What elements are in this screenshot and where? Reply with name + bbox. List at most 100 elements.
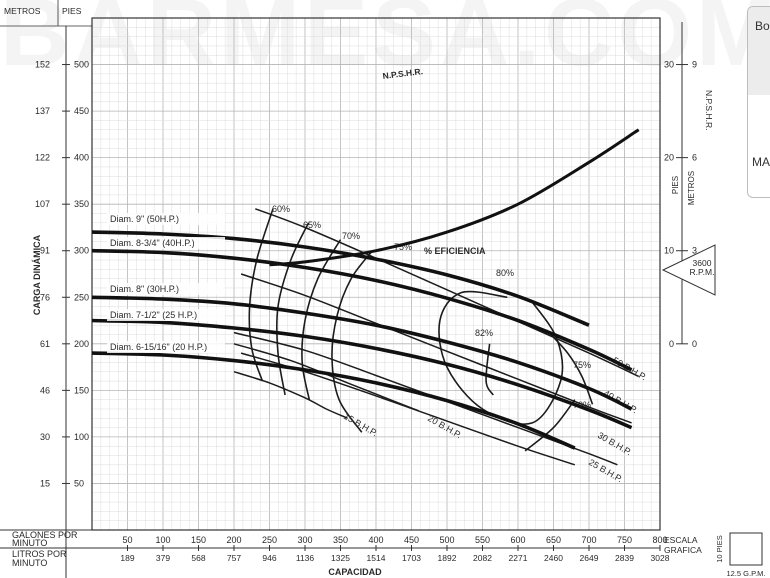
- x-tick-label-gpm: 200: [226, 535, 241, 545]
- bhp-line: [255, 208, 640, 378]
- x-tick-label-lpm: 2649: [580, 553, 599, 563]
- series-label: Diam. 8" (30H.P.): [110, 284, 179, 294]
- x-row-label-gpm-2: MINUTO: [12, 538, 47, 548]
- series-label-bg: [107, 309, 225, 321]
- npsh-tick-label-pies: 20: [664, 153, 674, 163]
- rpm-badge-value: 3600: [693, 258, 712, 268]
- y-tick-label-pies: 200: [74, 339, 89, 349]
- efficiency-contour: [545, 329, 594, 405]
- x-tick-label-lpm: 2839: [615, 553, 634, 563]
- series-label-bg: [107, 237, 225, 249]
- scale-label-2: GRAFICA: [664, 545, 702, 555]
- bhp-line: [240, 273, 632, 424]
- npsh-tick-label-metros: 0: [692, 339, 697, 349]
- x-tick-label-gpm: 600: [510, 535, 525, 545]
- x-tick-label-gpm: 50: [122, 535, 132, 545]
- head-curve: [91, 318, 633, 430]
- y-tick-label-pies: 450: [74, 106, 89, 116]
- x-tick-label-lpm: 2460: [544, 553, 563, 563]
- series-label: Diam. 6-15/16" (20 H.P.): [110, 342, 207, 352]
- x-tick-label-lpm: 2271: [509, 553, 528, 563]
- head-curve: [91, 230, 590, 327]
- y-tick-label-metros: 122: [35, 153, 50, 163]
- bhp-label: 15 B.H.P.: [342, 411, 379, 438]
- x-tick-label-lpm: 1892: [438, 553, 457, 563]
- bhp-label: 25 B.H.P.: [587, 457, 624, 484]
- head-curve: [91, 351, 576, 450]
- npsh-tick-label-metros: 9: [692, 60, 697, 70]
- x-tick-label-lpm: 1136: [296, 553, 315, 563]
- x-tick-label-gpm: 300: [297, 535, 312, 545]
- x-tick-label-lpm: 379: [156, 553, 170, 563]
- x-tick-label-gpm: 750: [617, 535, 632, 545]
- x-tick-label-gpm: 400: [368, 535, 383, 545]
- x-tick-label-lpm: 1325: [331, 553, 350, 563]
- x-row-label-lpm: LITROS POR: [12, 549, 67, 559]
- bhp-line: [233, 370, 348, 419]
- x-row-label-lpm-2: MINUTO: [12, 558, 47, 568]
- head-curve: [91, 248, 633, 372]
- x-tick-label-gpm: 450: [404, 535, 419, 545]
- x-tick-label-lpm: 757: [227, 553, 241, 563]
- y-tick-label-pies: 250: [74, 292, 89, 302]
- y-tick-label-pies: 500: [74, 60, 89, 70]
- x-tick-label-gpm: 550: [475, 535, 490, 545]
- x-tick-label-lpm: 946: [262, 553, 276, 563]
- scale-width-label: 12.5 G.P.M.: [726, 569, 765, 578]
- series-label-bg: [107, 213, 225, 225]
- y-tick-label-pies: 100: [74, 432, 89, 442]
- x-tick-label-gpm: 100: [155, 535, 170, 545]
- npsh-tick-label-metros: 3: [692, 246, 697, 256]
- npsh-curve: [269, 128, 640, 267]
- head-curve: [91, 295, 633, 411]
- x-tick-label-lpm: 2082: [473, 553, 492, 563]
- npsh-curve-label: N.P.S.H.R.: [382, 66, 423, 81]
- series-label-bg: [107, 341, 225, 353]
- x-tick-label-lpm: 189: [120, 553, 134, 563]
- efficiency-title: % EFICIENCIA: [424, 246, 486, 256]
- npsh-tick-label-pies: 10: [664, 246, 674, 256]
- y-tick-label-metros: 137: [35, 106, 50, 116]
- npsh-tick-label-pies: 30: [664, 60, 674, 70]
- side-card-head: Bo: [748, 7, 770, 95]
- efficiency-label: 75%: [573, 360, 591, 370]
- npsh-tick-label-metros: 6: [692, 153, 697, 163]
- x-tick-label-gpm: 800: [652, 535, 667, 545]
- npsh-tick-label-pies: 0: [669, 339, 674, 349]
- efficiency-contour: [301, 239, 342, 400]
- y-tick-label-metros: 152: [35, 60, 50, 70]
- y-tick-label-metros: 15: [40, 478, 50, 488]
- scale-label: ESCALA: [664, 535, 698, 545]
- x-tick-label-lpm: 3028: [651, 553, 670, 563]
- x-tick-label-lpm: 568: [191, 553, 205, 563]
- series-label: Diam. 9" (50H.P.): [110, 214, 179, 224]
- x-row-label-gpm: GALONES POR: [12, 530, 78, 540]
- scale-height-label: 10 PIES: [715, 535, 724, 563]
- npsh-pies-label: PIES: [671, 176, 680, 194]
- y-tick-label-metros: 30: [40, 432, 50, 442]
- x-tick-label-gpm: 250: [262, 535, 277, 545]
- npsh-metros-label: METROS: [687, 171, 696, 205]
- x-tick-label-gpm: 700: [581, 535, 596, 545]
- bhp-label: 20 B.H.P.: [426, 413, 463, 440]
- y-tick-label-pies: 150: [74, 385, 89, 395]
- efficiency-label: 65%: [303, 220, 321, 230]
- series-label: Diam. 8-3/4" (40H.P.): [110, 238, 195, 248]
- y-tick-label-metros: 61: [40, 339, 50, 349]
- rpm-badge-shape: [661, 244, 716, 296]
- side-card[interactable]: Bo MA: [747, 6, 770, 198]
- efficiency-contour: [524, 399, 576, 452]
- y-tick-label-metros: 91: [40, 246, 50, 256]
- y-axis-title: CARGA DINÁMICA: [32, 234, 42, 315]
- side-card-body: MA: [752, 155, 770, 169]
- x-tick-label-gpm: 500: [439, 535, 454, 545]
- x-axis-title: CAPACIDAD: [328, 567, 382, 577]
- npsh-axis-title: N.P.S.H.R.: [704, 90, 714, 130]
- x-tick-label-gpm: 650: [546, 535, 561, 545]
- rpm-badge-unit: R.P.M.: [690, 267, 715, 277]
- pies-axis-label: PIES: [62, 6, 82, 16]
- efficiency-label: 60%: [272, 204, 290, 214]
- y-tick-label-pies: 400: [74, 153, 89, 163]
- bhp-label: 30 B.H.P.: [596, 430, 633, 457]
